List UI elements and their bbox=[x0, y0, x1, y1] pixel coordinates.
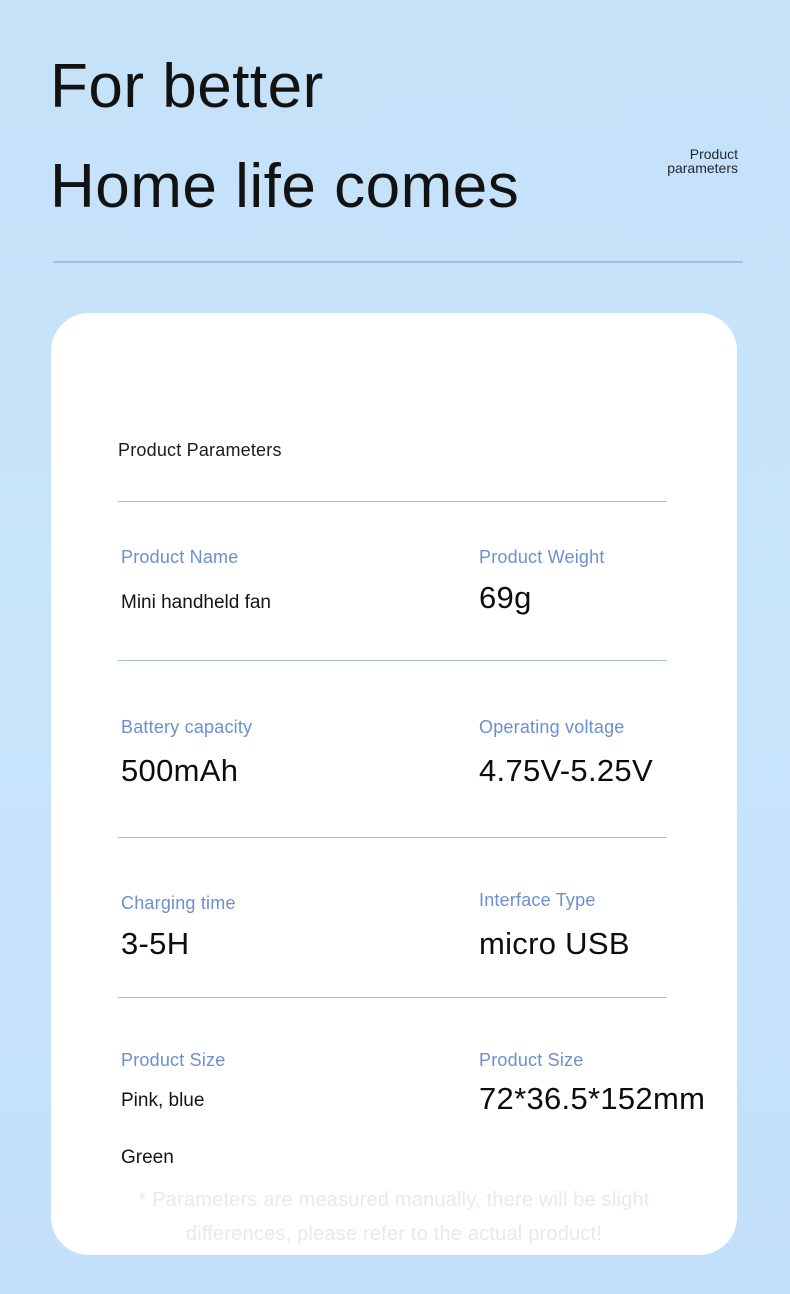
corner-label-line2: parameters bbox=[667, 160, 738, 176]
card-divider bbox=[118, 997, 667, 998]
param-value-product-weight: 69g bbox=[479, 580, 532, 615]
hero-title-line2: Home life comes bbox=[50, 152, 520, 221]
product-parameters-card: Product Parameters Product Name Product … bbox=[51, 313, 737, 1255]
param-label-product-weight: Product Weight bbox=[479, 547, 605, 567]
param-label-product-size-colors: Product Size bbox=[121, 1050, 226, 1070]
corner-label: Product parameters bbox=[667, 147, 738, 175]
card-divider bbox=[118, 837, 667, 838]
param-value-battery-capacity: 500mAh bbox=[121, 753, 239, 788]
param-value-product-size: 72*36.5*152mm bbox=[479, 1081, 706, 1116]
corner-label-line1: Product bbox=[689, 146, 738, 162]
param-value-color-options-1: Pink, blue bbox=[121, 1090, 205, 1111]
param-label-product-size: Product Size bbox=[479, 1050, 584, 1070]
param-label-interface-type: Interface Type bbox=[479, 890, 596, 910]
param-value-interface-type: micro USB bbox=[479, 926, 630, 961]
param-value-operating-voltage: 4.75V-5.25V bbox=[479, 753, 653, 788]
param-label-battery-capacity: Battery capacity bbox=[121, 717, 253, 737]
param-label-operating-voltage: Operating voltage bbox=[479, 717, 625, 737]
card-divider bbox=[118, 501, 667, 502]
header-divider bbox=[53, 261, 743, 263]
footnote-line2: differences, please refer to the actual … bbox=[185, 1223, 603, 1245]
card-heading: Product Parameters bbox=[118, 440, 282, 460]
param-value-product-name: Mini handheld fan bbox=[121, 592, 271, 613]
hero-title-line1: For better bbox=[50, 52, 324, 121]
param-value-charging-time: 3-5H bbox=[121, 926, 190, 961]
param-label-charging-time: Charging time bbox=[121, 893, 236, 913]
card-divider bbox=[118, 660, 667, 661]
param-value-color-options-2: Green bbox=[121, 1147, 174, 1168]
param-label-product-name: Product Name bbox=[121, 547, 239, 567]
footnote-line1: * Parameters are measured manually, ther… bbox=[138, 1189, 650, 1211]
